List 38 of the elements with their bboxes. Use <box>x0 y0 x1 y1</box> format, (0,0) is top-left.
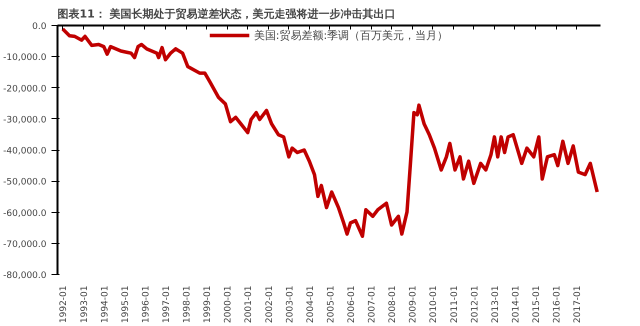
x-tick-label: 2009-01 <box>408 285 419 324</box>
x-tick-label: 1999-01 <box>203 285 214 324</box>
x-tick-label: 2002-01 <box>264 285 275 324</box>
y-tick-label: -10,000.0 <box>3 53 47 64</box>
x-tick-label: 1992-01 <box>59 285 70 324</box>
legend-label: 美国:贸易差额:季调（百万美元，当月） <box>254 28 448 42</box>
x-tick-label: 2015-01 <box>532 285 542 324</box>
x-tick-label: 2003-01 <box>285 285 296 324</box>
x-tick-label: 1995-01 <box>120 285 131 324</box>
y-tick-label: -70,000.0 <box>3 240 47 250</box>
x-tick-label: 2012-01 <box>470 285 480 324</box>
x-tick-label: 2005-01 <box>326 285 336 324</box>
y-tick-label: -80,000.0 <box>3 271 47 281</box>
chart-title: 图表11： 美国长期处于贸易逆差状态，美元走强将进一步冲击其出口 <box>58 8 396 20</box>
line-series <box>60 27 599 238</box>
y-tick-label: -30,000.0 <box>3 115 47 126</box>
x-tick-label: 2016-01 <box>552 285 563 324</box>
x-tick-label: 2001-01 <box>244 285 254 324</box>
x-tick-label: 2006-01 <box>347 285 357 324</box>
x-tick-label: 1993-01 <box>80 285 90 324</box>
x-tick-label: 1994-01 <box>100 285 110 324</box>
y-tick-label: -40,000.0 <box>3 146 47 156</box>
x-tick-label: 1996-01 <box>141 285 152 324</box>
x-tick-label: 2014-01 <box>511 285 522 324</box>
x-tick-label: 2008-01 <box>388 285 398 324</box>
y-tick-label: -20,000.0 <box>3 84 47 94</box>
x-tick-label: 2011-01 <box>450 285 460 324</box>
x-tick-label: 2017-01 <box>573 285 584 324</box>
x-tick-label: 1998-01 <box>182 285 193 324</box>
x-tick-label: 1997-01 <box>162 285 172 324</box>
x-tick-label: 2004-01 <box>306 285 316 324</box>
y-tick-label: -60,000.0 <box>3 208 47 219</box>
x-tick-label: 2013-01 <box>490 285 501 324</box>
x-tick-label: 2000-01 <box>224 285 234 324</box>
y-tick-label: 0.0 <box>32 22 47 32</box>
x-tick-label: 2010-01 <box>429 285 440 324</box>
y-tick-label: -50,000.0 <box>3 178 47 188</box>
x-tick-label: 2007-01 <box>368 285 378 324</box>
